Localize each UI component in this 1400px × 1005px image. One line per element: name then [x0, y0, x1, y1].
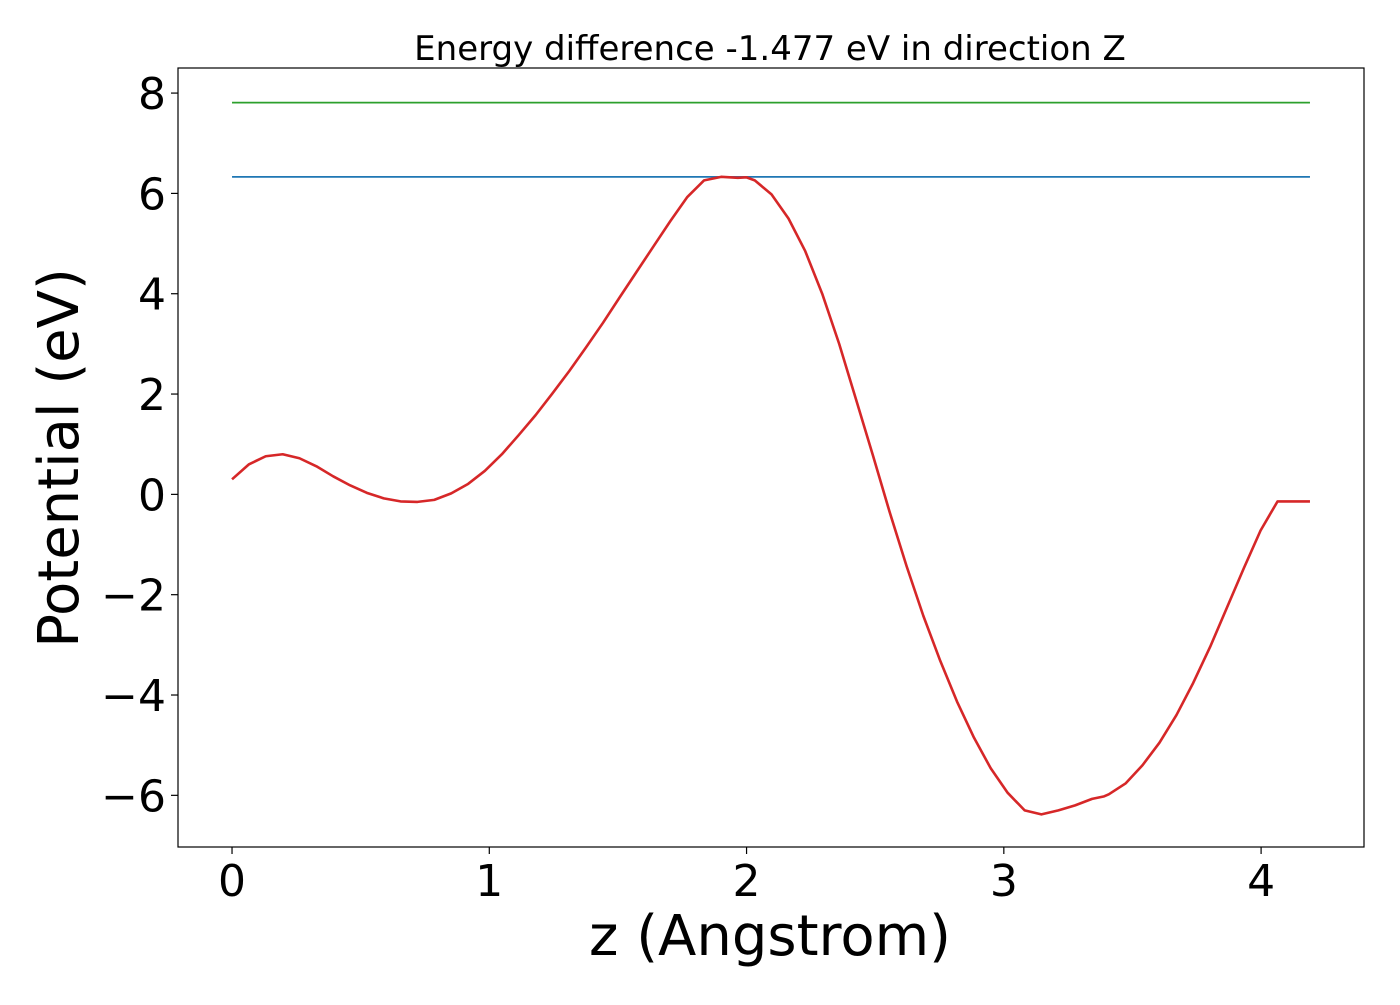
x-tick-label: 0	[218, 856, 246, 907]
y-tick-label: −2	[101, 571, 166, 622]
y-tick-label: 0	[138, 470, 166, 521]
chart-title: Energy difference -1.477 eV in direction…	[414, 29, 1126, 69]
y-tick-label: 2	[138, 370, 166, 421]
x-tick-label: 1	[475, 856, 503, 907]
y-tick-label: 4	[138, 270, 166, 321]
y-tick-label: −4	[101, 671, 166, 722]
series-line-1	[231, 175, 1310, 816]
x-tick-label: 2	[733, 856, 761, 907]
y-tick-label: −6	[101, 771, 166, 822]
x-tick-label: 3	[990, 856, 1018, 907]
y-tick-label: 8	[138, 69, 166, 120]
x-axis-label: z (Angstrom)	[589, 904, 951, 969]
x-axis-ticks: 0 1 2 3 4	[218, 847, 1275, 907]
y-axis-label: Potential (eV)	[27, 268, 92, 648]
plot-frame	[177, 67, 1365, 848]
series-layer	[231, 101, 1310, 816]
y-axis-ticks: −6 −4 −2 0 2 4 6 8	[101, 69, 178, 822]
y-tick-label: 6	[138, 169, 166, 220]
x-tick-label: 4	[1247, 856, 1275, 907]
